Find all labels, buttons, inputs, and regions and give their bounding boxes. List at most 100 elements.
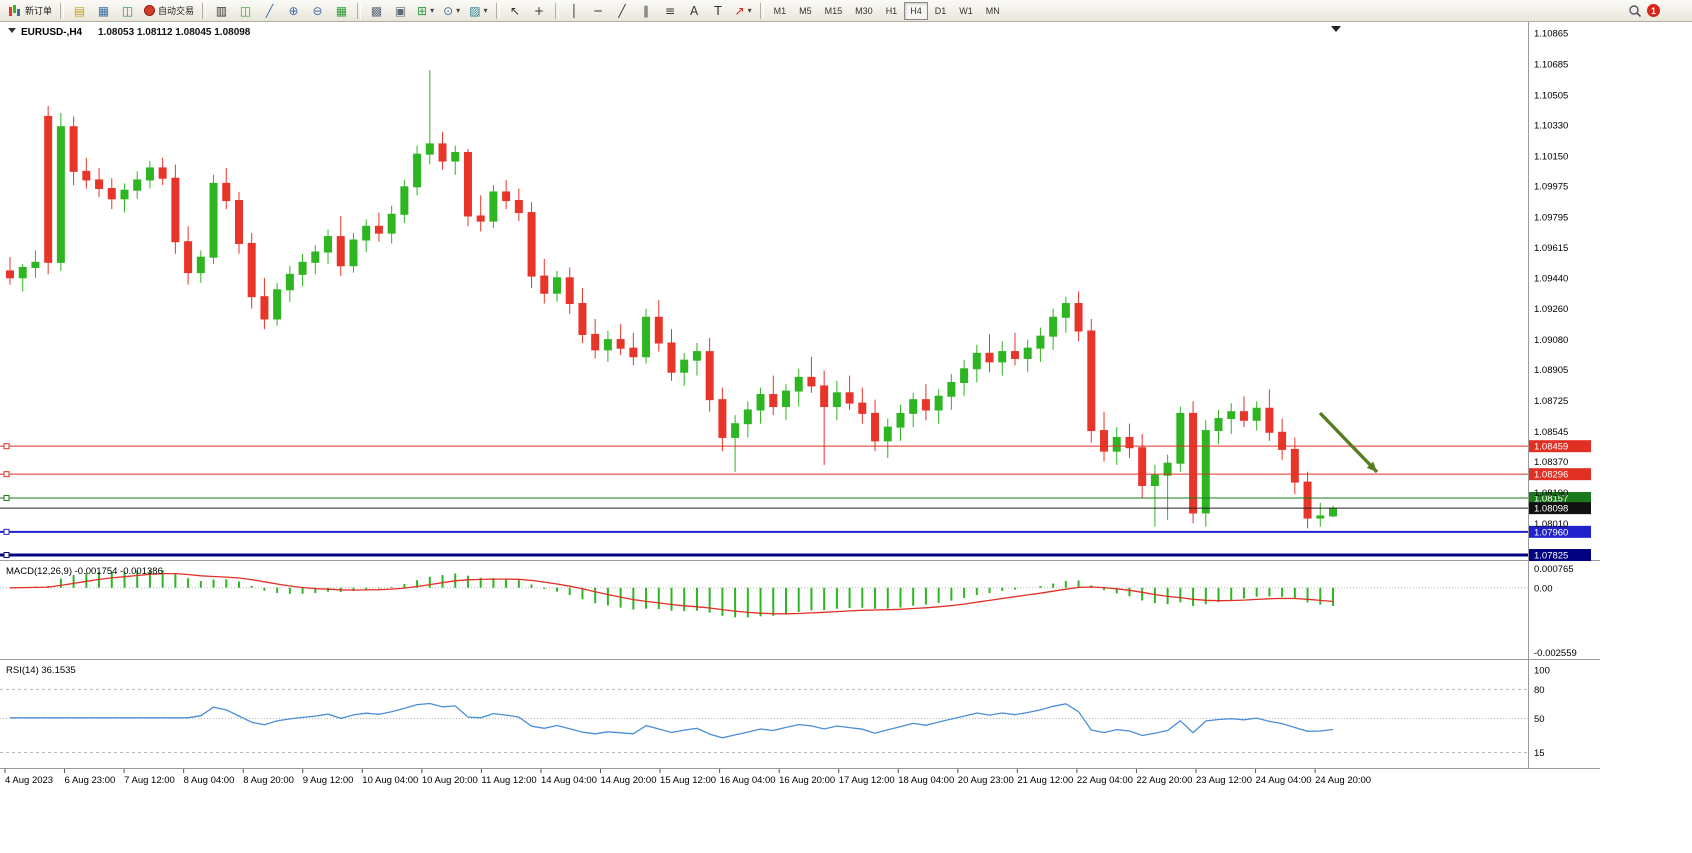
zoom-out-icon: ⊖: [312, 3, 323, 18]
data-window-icon: ▦: [97, 3, 110, 18]
text-tool-icon: A: [689, 3, 699, 18]
new-order-label: 新订单: [25, 6, 53, 16]
candlestick-chart-icon: ◫: [239, 3, 252, 18]
timeframe-button-m5[interactable]: M5: [793, 2, 818, 20]
channel-tool-button[interactable]: ∥: [635, 1, 658, 21]
label-tool-button[interactable]: T: [707, 1, 730, 21]
date-label: 10 Aug 04:00: [362, 775, 418, 786]
svg-text:1.10505: 1.10505: [1534, 90, 1568, 101]
svg-text:1.09615: 1.09615: [1534, 243, 1568, 254]
rsi-label: RSI(14) 36.1535: [6, 665, 76, 676]
templates-button[interactable]: ▨ ▾: [465, 1, 491, 21]
svg-text:15: 15: [1534, 748, 1545, 759]
data-window-button[interactable]: ▦: [92, 1, 115, 21]
svg-text:1.08459: 1.08459: [1534, 442, 1568, 453]
svg-text:1.07825: 1.07825: [1534, 551, 1568, 562]
current-price-line: 1.08098: [0, 502, 1591, 515]
lines-layer: 1.08459 1.08296 1.08157 1.07960 1.07825 1.080…: [0, 440, 1591, 562]
timeframe-button-w1[interactable]: W1: [953, 2, 979, 20]
date-label: 22 Aug 04:00: [1077, 775, 1133, 786]
date-label: 7 Aug 12:00: [124, 775, 175, 786]
svg-text:1.09975: 1.09975: [1534, 181, 1568, 192]
annot-layer: [1318, 411, 1379, 474]
main-toolbar: 新订单 ▤ ▦ ◫ 自动交易 ▥ ◫ ╱ ⊕ ⊖ ▦ ▩ ▣ ⊞ ▾ ⊙ ▾ ▨ ▾ …: [0, 0, 1692, 22]
date-label: 17 Aug 12:00: [839, 775, 895, 786]
chevron-down-icon: ▾: [483, 6, 488, 15]
navigator-icon: ◫: [121, 3, 134, 18]
auto-trading-button[interactable]: 自动交易: [140, 1, 198, 21]
arrows-tool-icon: ↗: [734, 3, 745, 18]
rsi-layer: [0, 688, 1528, 753]
text-tool-button[interactable]: A: [683, 1, 706, 21]
svg-text:1.08010: 1.08010: [1534, 519, 1568, 530]
timeframe-button-m15[interactable]: M15: [819, 2, 849, 20]
chart-area[interactable]: 1.08459 1.08296 1.08157 1.07960 1.07825 1.080…: [0, 22, 1692, 853]
timeframe-button-mn[interactable]: MN: [980, 2, 1006, 20]
chevron-down-icon: ▾: [456, 6, 461, 15]
candlestick-chart-button[interactable]: ◫: [234, 1, 257, 21]
search-button[interactable]: [1623, 1, 1646, 21]
axis-layer: 1.10865 1.10685 1.10505 1.10330 1.10150 1.099…: [1534, 29, 1577, 759]
date-label: 15 Aug 12:00: [660, 775, 716, 786]
horizontal-line-object[interactable]: 1.07825: [0, 549, 1591, 562]
chart-shift-marker-icon[interactable]: [1331, 26, 1341, 32]
arrange-windows-button[interactable]: ▣: [389, 1, 412, 21]
svg-text:1.08905: 1.08905: [1534, 365, 1568, 376]
new-chart-button[interactable]: ⊞ ▾: [413, 1, 438, 21]
arrow-annotation[interactable]: [1318, 411, 1379, 474]
svg-text:1.10150: 1.10150: [1534, 151, 1568, 162]
svg-text:1.10865: 1.10865: [1534, 29, 1568, 40]
horizontal-line-object[interactable]: 1.07960: [0, 525, 1591, 539]
chevron-down-icon: ▾: [747, 6, 752, 15]
timeframe-group: M1 M5 M15 M30 H1 H4 D1 W1 MN: [768, 1, 1006, 20]
vertical-line-tool-button[interactable]: │: [563, 1, 586, 21]
search-icon: [1628, 4, 1641, 17]
svg-text:1.08370: 1.08370: [1534, 457, 1568, 468]
market-watch-button[interactable]: ▤: [68, 1, 91, 21]
timeframe-button-h1[interactable]: H1: [880, 2, 904, 20]
crosshair-tool-button[interactable]: +: [528, 1, 551, 21]
zoom-out-button[interactable]: ⊖: [306, 1, 329, 21]
timeframe-button-m1[interactable]: M1: [768, 2, 793, 20]
notification-badge[interactable]: 1: [1647, 4, 1660, 17]
horizontal-line-icon: ─: [594, 3, 602, 18]
template-icon: ▨: [469, 3, 481, 18]
timeframe-button-d1[interactable]: D1: [929, 2, 953, 20]
chevron-down-icon: ▾: [430, 6, 435, 15]
trendline-tool-button[interactable]: ╱: [611, 1, 634, 21]
fibonacci-tool-button[interactable]: ≡: [659, 1, 682, 21]
new-order-button[interactable]: 新订单: [4, 1, 56, 21]
zoom-in-button[interactable]: ⊕: [282, 1, 305, 21]
svg-text:1.08545: 1.08545: [1534, 427, 1568, 438]
macd-layer: [0, 570, 1528, 618]
market-watch-icon: ▤: [73, 3, 86, 18]
line-chart-button[interactable]: ╱: [258, 1, 281, 21]
cascade-windows-icon: ▩: [370, 3, 383, 18]
svg-text:1.09440: 1.09440: [1534, 273, 1568, 284]
navigator-button[interactable]: ◫: [116, 1, 139, 21]
svg-text:1.08190: 1.08190: [1534, 488, 1568, 499]
periods-button[interactable]: ⊙ ▾: [439, 1, 464, 21]
svg-text:1.08098: 1.08098: [1534, 504, 1568, 515]
svg-text:0.000765: 0.000765: [1534, 564, 1574, 575]
horizontal-line-tool-button[interactable]: ─: [587, 1, 610, 21]
toolbar-separator: [357, 2, 362, 19]
svg-text:1.09795: 1.09795: [1534, 212, 1568, 223]
trendline-icon: ╱: [618, 3, 626, 18]
horizontal-line-object[interactable]: 1.08459: [0, 440, 1591, 453]
cursor-tool-button[interactable]: ↖: [504, 1, 527, 21]
date-label: 16 Aug 20:00: [779, 775, 835, 786]
fibonacci-icon: ≡: [665, 3, 676, 18]
arrows-tool-button[interactable]: ↗ ▾: [731, 1, 756, 21]
toolbar-separator: [202, 2, 207, 19]
timeframe-button-h4[interactable]: H4: [904, 1, 928, 20]
svg-text:1.10330: 1.10330: [1534, 120, 1568, 131]
bar-chart-button[interactable]: ▥: [210, 1, 233, 21]
horizontal-line-object[interactable]: 1.08296: [0, 468, 1591, 481]
horizontal-line-object[interactable]: 1.08157: [0, 492, 1591, 505]
chart-title: EURUSD-,H4: [21, 27, 83, 38]
chart-menu-icon[interactable]: [8, 28, 16, 33]
tile-windows-button[interactable]: ▦: [330, 1, 353, 21]
timeframe-button-m30[interactable]: M30: [849, 2, 879, 20]
cascade-windows-button[interactable]: ▩: [365, 1, 388, 21]
